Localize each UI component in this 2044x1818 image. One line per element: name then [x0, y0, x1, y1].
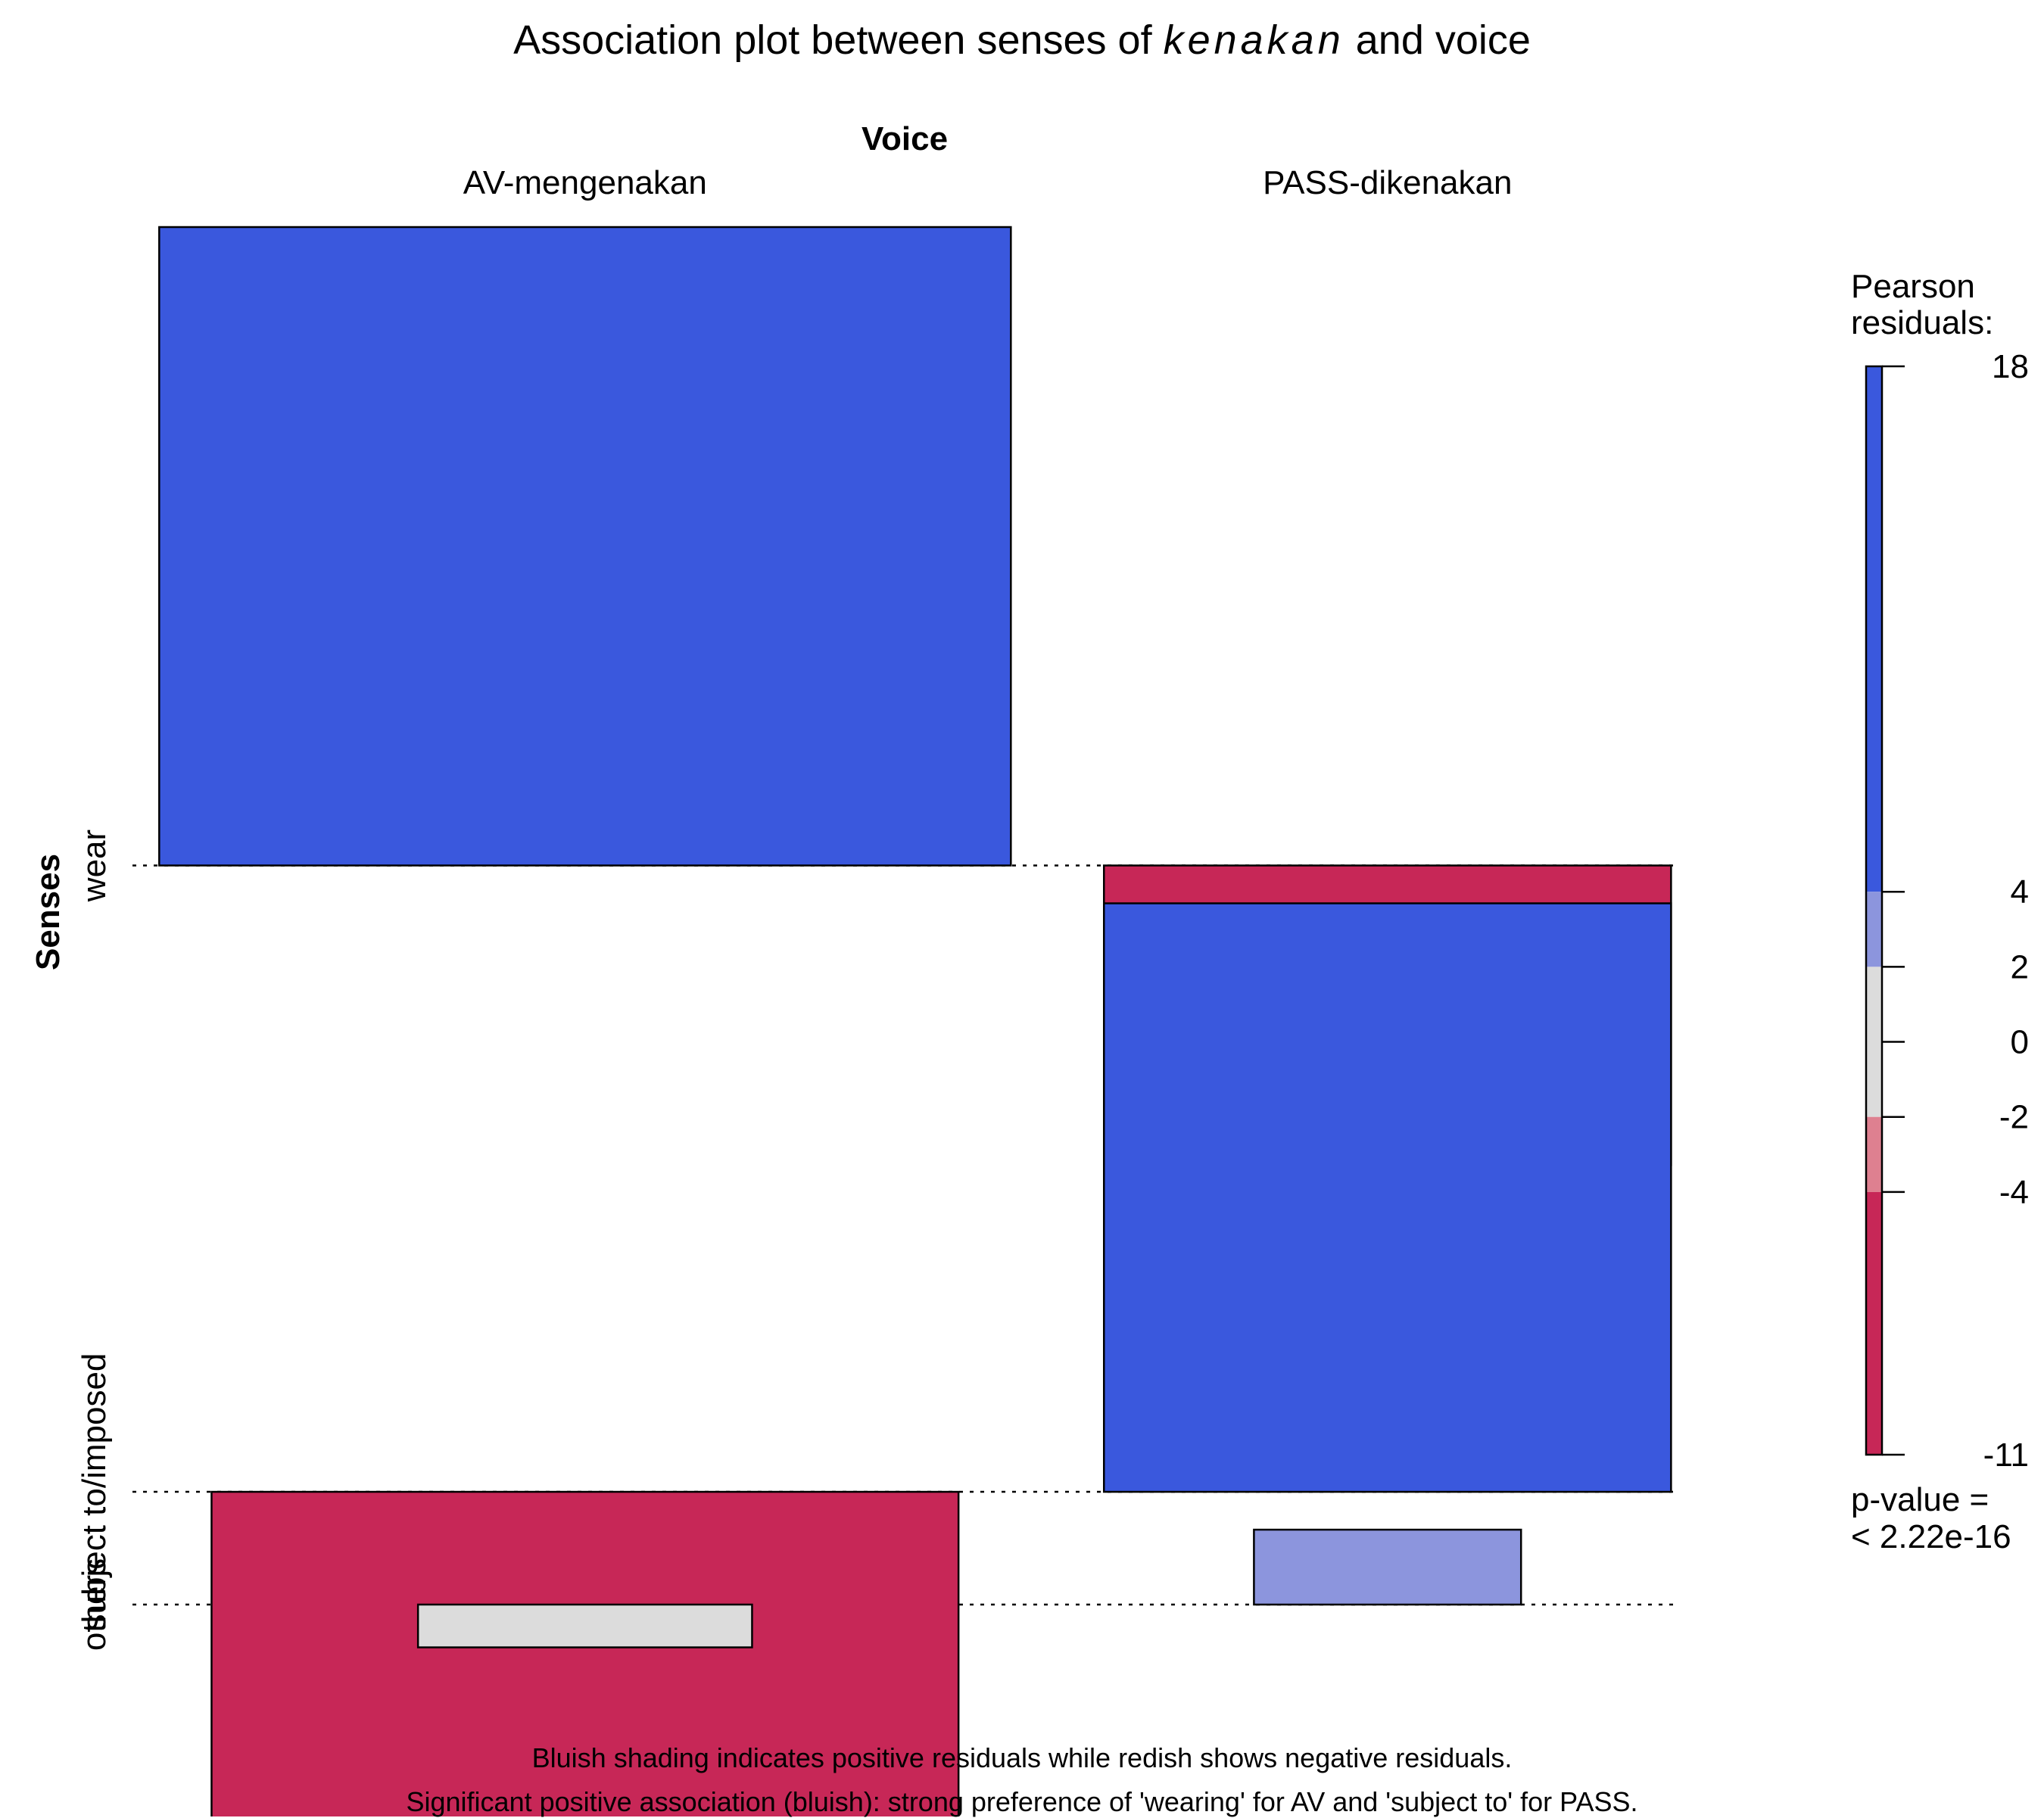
legend-tick-label: 4 — [2011, 873, 2029, 911]
axis-labels: Voice AV-mengenakan PASS-dikenakan Senses we… — [30, 120, 1512, 1651]
chart-title-emphasis: kenakan — [1163, 17, 1344, 63]
legend-swatch — [1866, 366, 1882, 892]
tile-others-pass-dikenakan — [1253, 1528, 1522, 1606]
legend-tick-label: 18 — [1992, 348, 2029, 385]
senses-axis-title: Senses — [30, 854, 67, 970]
legend-tick-label: -11 — [1983, 1437, 2029, 1474]
pvalue-line2: < 2.22e-16 — [1851, 1518, 2011, 1555]
legend-title-line1: Pearson — [1851, 268, 1975, 305]
chart-title-prefix: Association plot between senses of — [513, 17, 1164, 63]
legend-tick-label: -4 — [1999, 1174, 2029, 1211]
residual-tiles — [158, 226, 1672, 1816]
row-label-wear: wear — [76, 830, 113, 902]
tile-subject-to-imposed-pass-dikenakan — [1102, 902, 1672, 1493]
footer-note-2: Significant positive association (bluish… — [406, 1786, 1638, 1817]
column-label-av-mengenakan: AV-mengenakan — [463, 164, 707, 201]
tile-subject-to-imposed-av-mengenakan — [210, 1490, 960, 1816]
tile-wear-av-mengenakan — [158, 226, 1012, 867]
row-label-others: others — [76, 1558, 113, 1651]
pvalue-line1: p-value = — [1851, 1481, 1989, 1518]
legend-tick-label: 0 — [2011, 1024, 2029, 1061]
footer-note-1: Bluish shading indicates positive residu… — [531, 1742, 1513, 1773]
chart-title-suffix: and voice — [1344, 17, 1531, 63]
legend-tick-label: -2 — [1999, 1099, 2029, 1136]
legend-tick-label: 2 — [2011, 948, 2029, 985]
legend-title-line2: residuals: — [1851, 304, 1993, 341]
column-label-pass-dikenakan: PASS-dikenakan — [1263, 164, 1512, 201]
voice-axis-title: Voice — [862, 120, 948, 157]
tile-others-av-mengenakan — [416, 1603, 753, 1648]
legend-swatch — [1866, 892, 1882, 967]
legend-swatch — [1866, 1191, 1882, 1455]
legend-swatch — [1866, 967, 1882, 1117]
chart-title: Association plot between senses of kenak… — [0, 17, 2044, 64]
legend-bar-frame — [1865, 365, 1884, 1456]
legend-swatch — [1866, 1116, 1882, 1192]
row-label-subject-to-imposed: subject to/imposed — [76, 1353, 113, 1631]
